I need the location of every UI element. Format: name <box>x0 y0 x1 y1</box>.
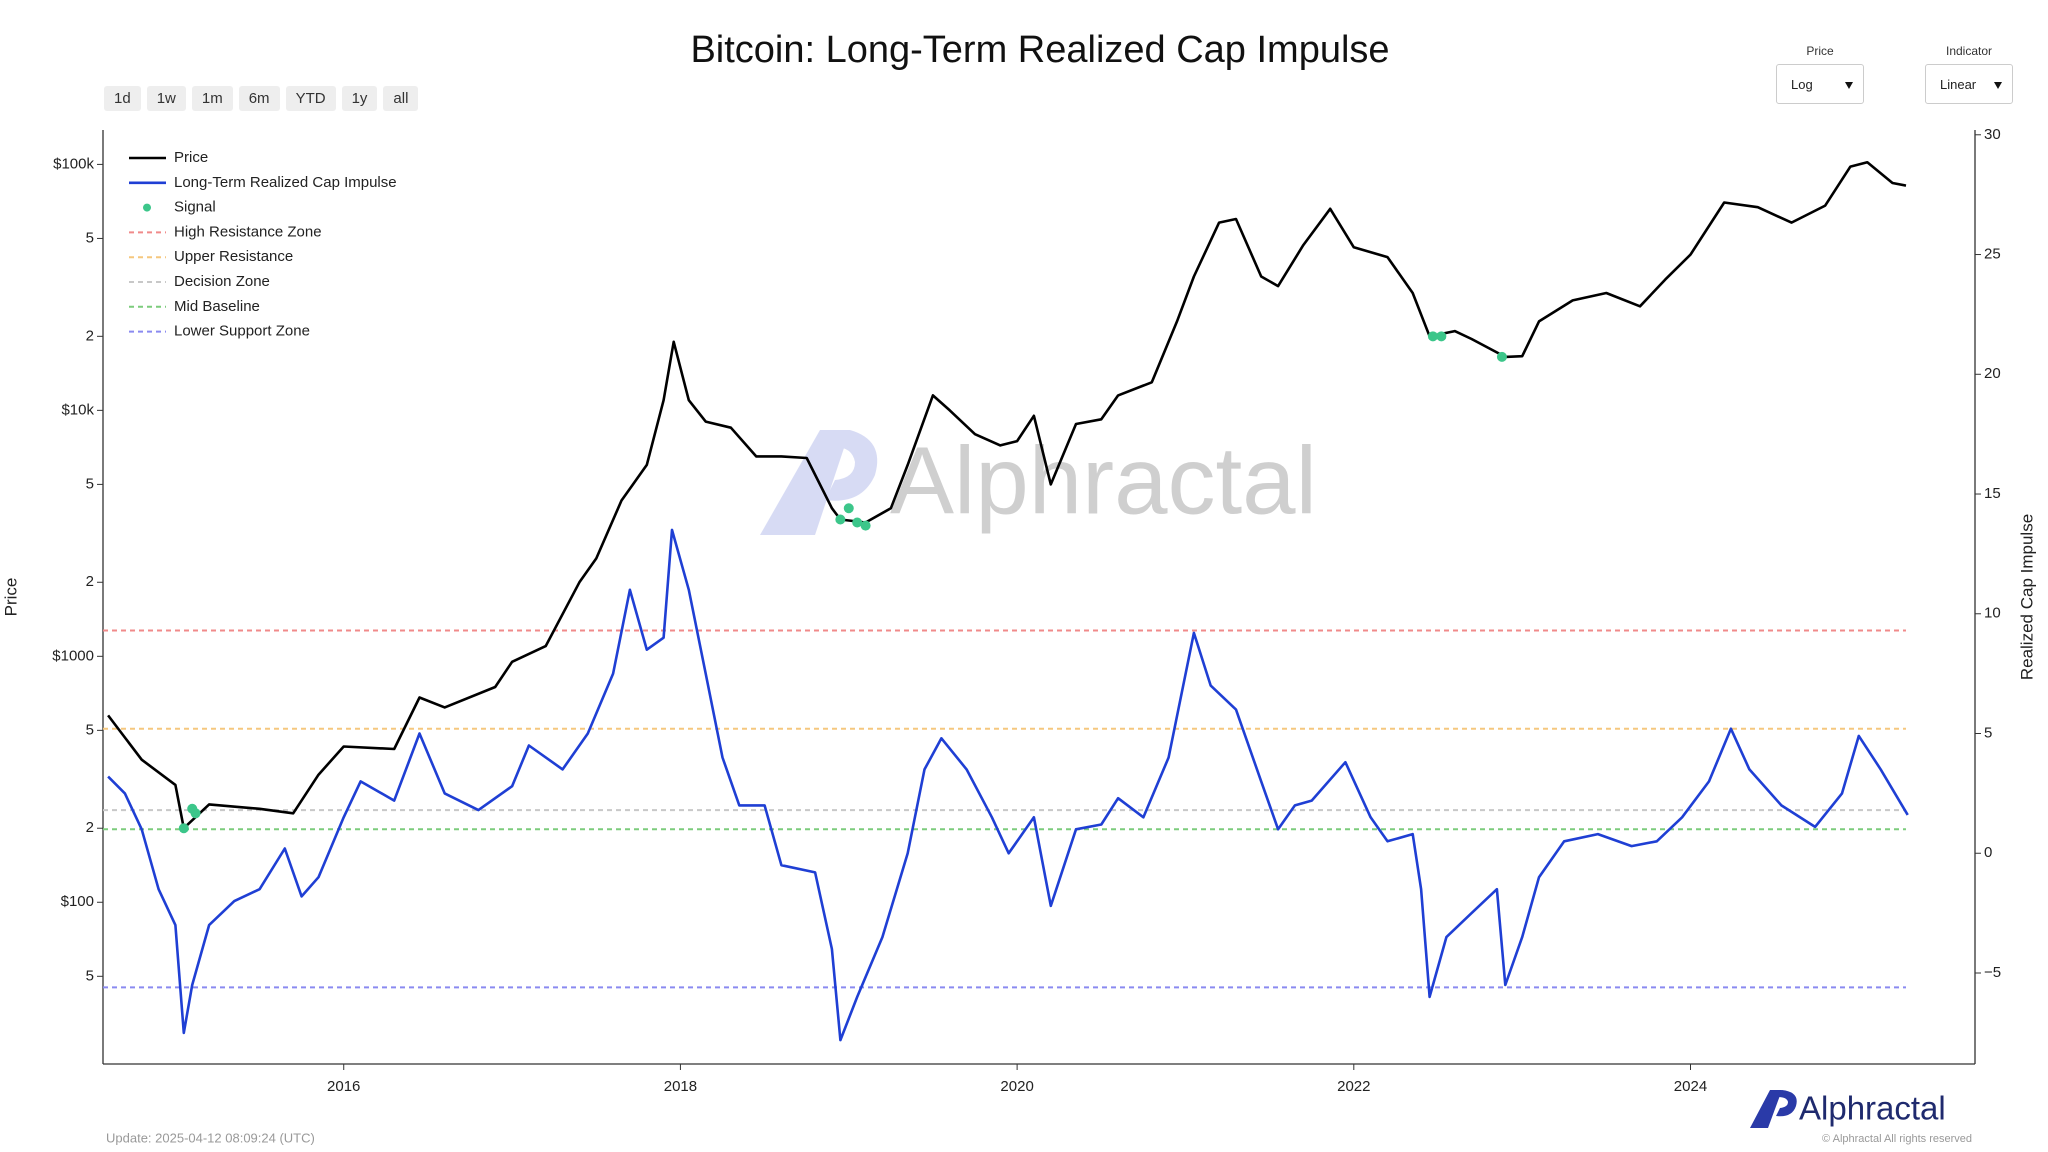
brand-logo <box>1776 1090 1797 1117</box>
legend-label: Mid Baseline <box>174 298 260 315</box>
watermark: Alphractal <box>760 427 1317 535</box>
legend-label: High Resistance Zone <box>174 223 322 240</box>
legend: Price Long-Term Realized Cap Impulse Signa… <box>129 149 397 340</box>
signal-point <box>860 520 871 531</box>
signal-point <box>852 517 863 528</box>
series-line <box>107 161 1907 830</box>
y-tick-label: 5 <box>86 475 94 492</box>
y2-axis-title: Realized Cap Impulse <box>2017 514 2036 680</box>
y2-tick-label: 25 <box>1984 246 2001 263</box>
signal-point <box>190 808 201 819</box>
x-tick-label: 2016 <box>327 1078 360 1095</box>
brand-logo <box>1750 1090 1782 1128</box>
legend-swatch <box>143 203 151 212</box>
brand: Alphractal © Alphractal All rights reser… <box>1750 1090 1972 1145</box>
y-axis-title: Price <box>1 578 20 617</box>
brand-text: Alphractal <box>1799 1090 1946 1127</box>
y-tick-label: $1000 <box>52 647 94 664</box>
range-button[interactable]: 1m <box>191 86 233 111</box>
range-button[interactable]: YTD <box>285 86 336 111</box>
range-button[interactable]: all <box>383 86 419 111</box>
y-tick-label: 2 <box>86 327 94 344</box>
chart-title: Bitcoin: Long-Term Realized Cap Impulse <box>690 29 1389 71</box>
y2-tick-label: 5 <box>1984 724 1992 741</box>
signal-point <box>178 823 189 834</box>
dropdown-label: Indicator <box>1945 44 1993 58</box>
x-tick-label: 2018 <box>664 1078 697 1095</box>
y-tick-label: 5 <box>86 229 94 246</box>
series-line <box>107 528 1909 1042</box>
indicator-scale: Indicator Linear <box>1925 44 2013 104</box>
y-tick-label: 2 <box>86 819 94 836</box>
y2-tick-label: 0 <box>1984 844 1992 861</box>
x-tick-label: 2022 <box>1337 1078 1370 1095</box>
y-tick-label: 5 <box>86 721 94 738</box>
signal-point <box>1496 351 1507 362</box>
legend-label: Lower Support Zone <box>174 323 310 340</box>
x-tick-label: 2024 <box>1674 1078 1707 1095</box>
y2-tick-label: 10 <box>1984 605 2001 622</box>
y-tick-label: $10k <box>61 401 94 418</box>
range-buttons: 1d 1w 1m 6m YTD 1y all <box>104 86 419 111</box>
signal-point <box>843 503 854 514</box>
range-button[interactable]: 1y <box>341 86 378 111</box>
y2-tick-label: 15 <box>1984 485 2001 502</box>
signal-point <box>1436 331 1447 342</box>
legend-label: Upper Resistance <box>174 248 293 265</box>
legend-label: Decision Zone <box>174 273 270 290</box>
x-tick-label: 2020 <box>1000 1078 1033 1095</box>
watermark-logo <box>760 430 850 535</box>
dropdown-label: Price <box>1806 44 1834 58</box>
legend-label: Price <box>174 149 208 166</box>
y-tick-label: $100 <box>61 893 94 910</box>
copyright: © Alphractal All rights reserved <box>1822 1133 1972 1145</box>
dropdown[interactable]: Linear <box>1925 64 2013 104</box>
y-tick-label: 5 <box>86 967 94 984</box>
y-tick-label: $100k <box>53 155 94 172</box>
dropdown[interactable]: Log <box>1776 64 1864 104</box>
range-button[interactable]: 1d <box>104 86 141 111</box>
range-button[interactable]: 1w <box>146 86 186 111</box>
y2-tick-label: −5 <box>1984 964 2001 981</box>
price-scale: Price Log <box>1776 44 1864 104</box>
signal-point <box>1427 331 1438 342</box>
y2-tick-label: 30 <box>1984 126 2001 143</box>
y2-tick-label: 20 <box>1984 365 2001 382</box>
legend-label: Long-Term Realized Cap Impulse <box>174 174 397 191</box>
update-time: Update: 2025-04-12 08:09:24 (UTC) <box>106 1130 315 1145</box>
watermark-logo <box>820 430 878 501</box>
signal-point <box>835 514 846 525</box>
range-button[interactable]: 6m <box>238 86 280 111</box>
legend-label: Signal <box>174 199 216 216</box>
watermark-text: Alphractal <box>890 427 1317 534</box>
y-tick-label: 2 <box>86 573 94 590</box>
